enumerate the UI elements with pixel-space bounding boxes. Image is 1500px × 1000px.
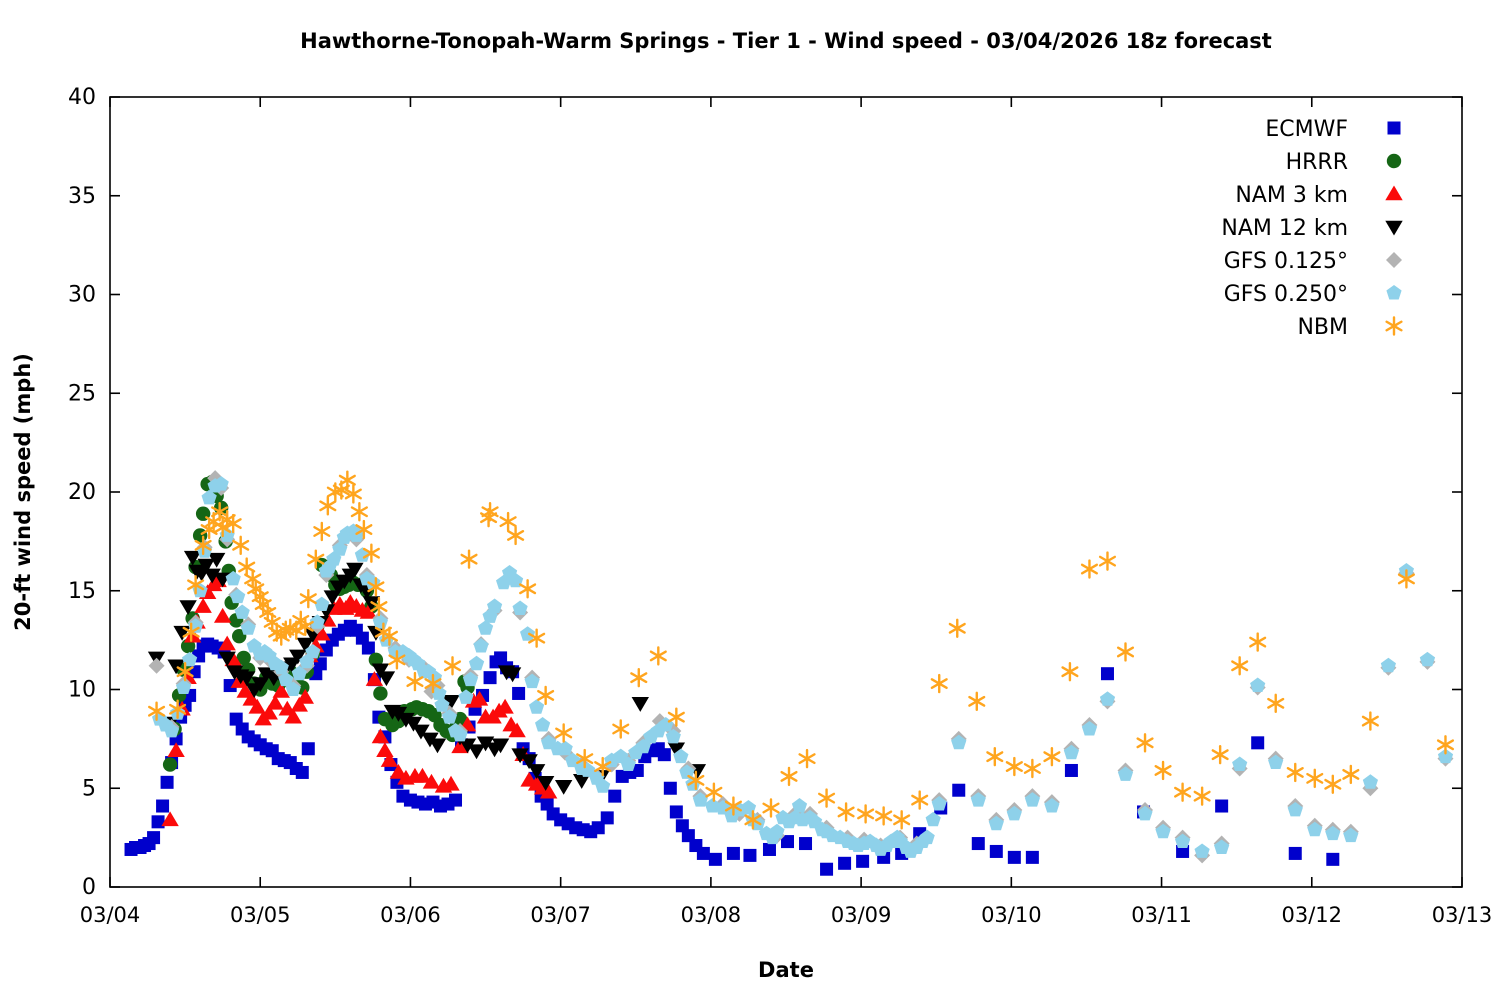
legend-label: HRRR: [1286, 150, 1348, 175]
legend-marker-circle-icon: [1386, 153, 1402, 169]
x-axis-title: Date: [758, 958, 814, 982]
y-tick-label: 20: [68, 480, 96, 505]
y-tick-label: 30: [68, 283, 96, 308]
y-tick-label: 25: [68, 381, 96, 406]
x-tick-label: 03/09: [831, 903, 892, 927]
legend-item-gfs-0-125-[interactable]: GFS 0.125°: [1224, 249, 1402, 274]
x-tick-label: 03/06: [380, 903, 441, 927]
series-nam-12-km: [147, 550, 707, 795]
data-series: [124, 470, 1455, 876]
x-tick-label: 03/13: [1432, 903, 1493, 927]
legend-marker-diamond-icon: [1386, 252, 1402, 268]
y-axis-title: 20-ft wind speed (mph): [11, 353, 35, 631]
legend-label: GFS 0.125°: [1224, 249, 1348, 274]
legend-label: GFS 0.250°: [1224, 282, 1348, 307]
legend: ECMWF HRRR NAM 3 km NAM 12 km GFS 0.125° GFS …: [1221, 117, 1403, 340]
x-tick-label: 03/04: [80, 903, 141, 927]
x-tick-label: 03/05: [230, 903, 291, 927]
legend-label: NAM 3 km: [1235, 183, 1348, 208]
legend-item-nbm[interactable]: NBM: [1297, 315, 1403, 340]
x-tick-label: 03/08: [681, 903, 742, 927]
x-tick-label: 03/11: [1131, 903, 1192, 927]
legend-label: NBM: [1297, 315, 1348, 340]
series-nam-3-km: [161, 572, 558, 827]
series-gfs-0-250-: [152, 476, 1454, 858]
chart-title: Hawthorne-Tonopah-Warm Springs - Tier 1 …: [300, 29, 1272, 53]
y-tick-label: 35: [68, 184, 96, 209]
x-tick-label: 03/10: [981, 903, 1042, 927]
legend-marker-pentagon-icon: [1386, 285, 1402, 300]
y-tick-label: 0: [82, 875, 96, 900]
legend-item-gfs-0-250-[interactable]: GFS 0.250°: [1224, 282, 1402, 307]
legend-label: ECMWF: [1265, 117, 1348, 142]
y-tick-label: 5: [82, 776, 96, 801]
y-tick-label: 10: [68, 678, 96, 703]
y-tick-label: 15: [68, 579, 96, 604]
x-tick-label: 03/07: [530, 903, 591, 927]
legend-item-ecmwf[interactable]: ECMWF: [1265, 117, 1401, 142]
legend-marker-asterisk-icon: [1385, 316, 1403, 336]
legend-marker-square-icon: [1387, 121, 1401, 135]
legend-label: NAM 12 km: [1221, 216, 1348, 241]
series-nbm: [148, 470, 1455, 830]
legend-marker-triangle-down-icon: [1385, 220, 1403, 236]
legend-item-nam-12-km[interactable]: NAM 12 km: [1221, 216, 1403, 241]
legend-marker-triangle-up-icon: [1385, 185, 1403, 201]
x-tick-label: 03/12: [1282, 903, 1343, 927]
y-tick-label: 40: [68, 85, 96, 110]
legend-item-nam-3-km[interactable]: NAM 3 km: [1235, 183, 1403, 208]
plot-frame: 03/04 03/05 03/06 03/07 03/08 03/09 03/10 03/11…: [68, 85, 1492, 927]
legend-item-hrrr[interactable]: HRRR: [1286, 150, 1402, 175]
